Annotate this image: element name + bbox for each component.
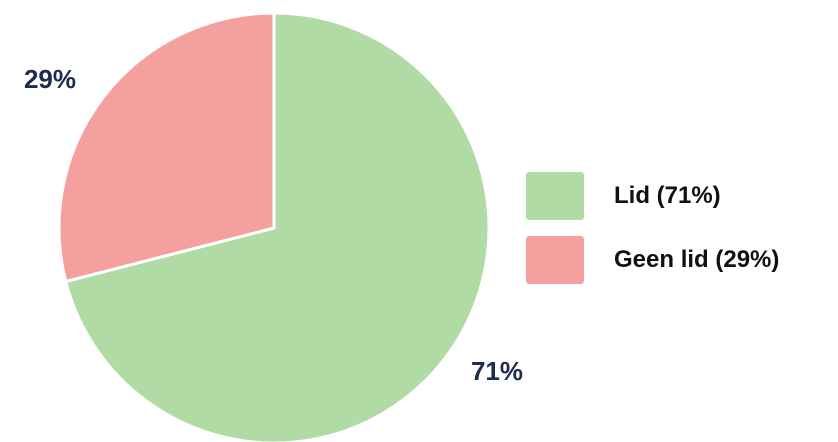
legend-swatch-geen-lid bbox=[526, 236, 584, 284]
legend-label-geen-lid: Geen lid (29%) bbox=[614, 246, 780, 273]
legend-item-lid: Lid (71%) bbox=[526, 172, 779, 220]
pie-slices bbox=[57, 11, 491, 442]
pie-slice-geen-lid bbox=[57, 11, 276, 283]
pie-label-geen-lid: 29% bbox=[24, 64, 76, 94]
pie-slice-lid bbox=[64, 11, 491, 442]
legend-label-lid: Lid (71%) bbox=[614, 182, 721, 209]
legend: Lid (71%) Geen lid (29%) bbox=[526, 172, 779, 284]
legend-swatch-lid bbox=[526, 172, 584, 220]
legend-item-geen-lid: Geen lid (29%) bbox=[526, 236, 779, 284]
pie-labels: 71% 29% bbox=[24, 64, 523, 386]
pie-label-lid: 71% bbox=[471, 356, 523, 386]
